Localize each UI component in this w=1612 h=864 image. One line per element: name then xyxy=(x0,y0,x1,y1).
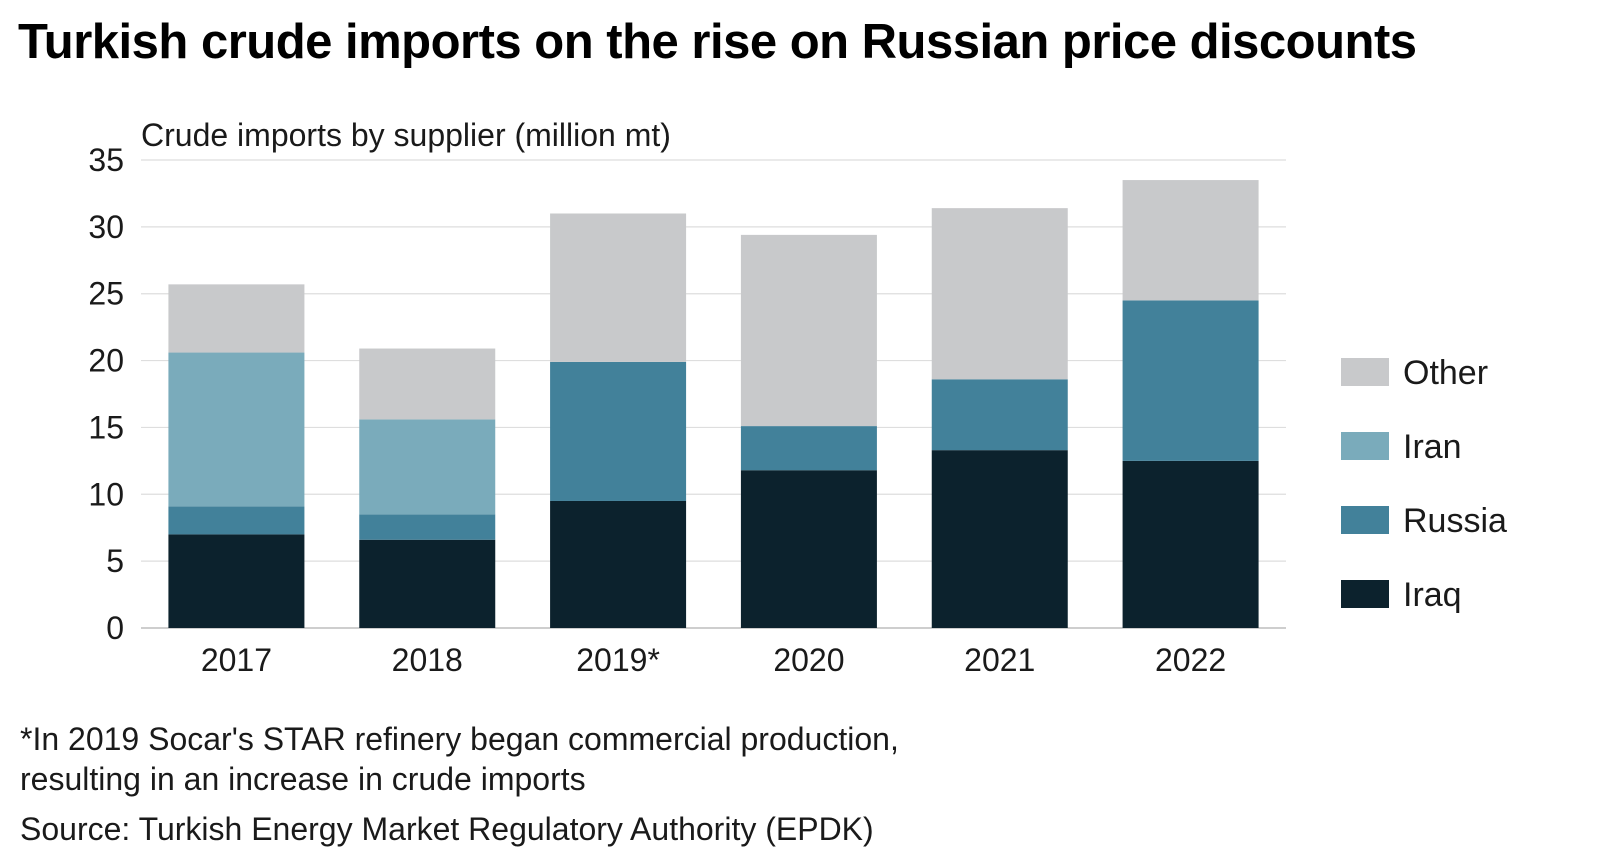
y-tick-label: 5 xyxy=(106,543,124,579)
bar-iran-2017 xyxy=(168,352,305,507)
bar-iraq-2019 xyxy=(550,500,687,628)
bar-iraq-2021 xyxy=(931,450,1068,628)
y-tick-label: 30 xyxy=(88,209,124,245)
legend-label-iraq: Iraq xyxy=(1403,576,1462,614)
x-tick-label: 2017 xyxy=(201,642,272,678)
legend-swatch-iraq xyxy=(1341,580,1389,608)
bar-iraq-2017 xyxy=(168,534,305,628)
y-axis-ticks: 0 5 10 15 20 25 30 35 xyxy=(88,142,124,646)
y-axis-label: Crude imports by supplier (million mt) xyxy=(141,117,671,153)
bar-russia-2021 xyxy=(931,379,1068,451)
bars xyxy=(168,180,1259,628)
y-tick-label: 20 xyxy=(88,343,124,379)
bar-russia-2022 xyxy=(1122,300,1259,461)
footnote-line-1: *In 2019 Socar's STAR refinery began com… xyxy=(20,721,899,757)
bar-other-2017 xyxy=(168,284,305,353)
bar-iraq-2022 xyxy=(1122,460,1259,628)
x-axis-ticks: 2017 2018 2019* 2020 2021 2022 xyxy=(201,642,1226,678)
source-note: Source: Turkish Energy Market Regulatory… xyxy=(20,811,874,847)
x-tick-label: 2020 xyxy=(773,642,844,678)
bar-russia-2019 xyxy=(550,361,687,501)
bar-other-2022 xyxy=(1122,180,1259,301)
gridlines xyxy=(141,159,1286,629)
legend-swatch-iran xyxy=(1341,432,1389,460)
legend-label-russia: Russia xyxy=(1403,502,1507,540)
legend: Other Iran Russia Iraq xyxy=(1341,354,1507,614)
y-tick-label: 15 xyxy=(88,409,124,445)
bar-iraq-2018 xyxy=(359,539,496,628)
bar-russia-2017 xyxy=(168,506,305,535)
x-tick-label: 2018 xyxy=(392,642,463,678)
bar-other-2020 xyxy=(740,234,877,427)
y-tick-label: 10 xyxy=(88,476,124,512)
x-tick-label: 2019* xyxy=(576,642,660,678)
bar-other-2019 xyxy=(550,213,687,362)
bar-russia-2020 xyxy=(740,426,877,471)
y-tick-label: 0 xyxy=(106,610,124,646)
bar-russia-2018 xyxy=(359,514,496,540)
chart-title: Turkish crude imports on the rise on Rus… xyxy=(18,15,1417,69)
legend-label-iran: Iran xyxy=(1403,428,1462,466)
bar-iran-2018 xyxy=(359,419,496,515)
legend-swatch-russia xyxy=(1341,506,1389,534)
y-tick-label: 25 xyxy=(88,276,124,312)
legend-label-other: Other xyxy=(1403,354,1488,392)
stacked-bar-chart: 0 5 10 15 20 25 30 35 Crude imports by supplier… xyxy=(88,117,1507,678)
legend-swatch-other xyxy=(1341,358,1389,386)
x-tick-label: 2022 xyxy=(1155,642,1226,678)
bar-other-2018 xyxy=(359,348,496,420)
footnote-line-2: resulting in an increase in crude import… xyxy=(20,761,586,797)
bar-iraq-2020 xyxy=(740,470,877,628)
x-tick-label: 2021 xyxy=(964,642,1035,678)
bar-other-2021 xyxy=(931,208,1068,380)
y-tick-label: 35 xyxy=(88,142,124,178)
